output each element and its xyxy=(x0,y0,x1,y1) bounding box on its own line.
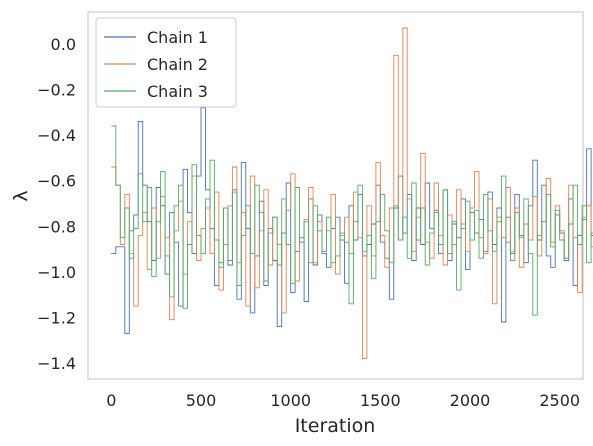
series-line-chain-2 xyxy=(111,27,593,359)
y-axis-ticks: −1.4 −1.2 −1.0 −0.8 −0.6 −0.4 −0.2 0.0 xyxy=(37,35,76,373)
x-tick-label: 2500 xyxy=(539,391,580,410)
legend-label-chain-3: Chain 3 xyxy=(147,82,208,101)
x-axis-ticks: 0 500 1000 1500 2000 2500 xyxy=(106,391,580,410)
x-tick-label: 2000 xyxy=(450,391,491,410)
x-tick-label: 0 xyxy=(106,391,116,410)
y-tick-label: −1.0 xyxy=(37,263,76,282)
y-tick-label: −0.6 xyxy=(37,172,76,191)
x-tick-label: 1500 xyxy=(360,391,401,410)
x-tick-label: 1000 xyxy=(270,391,311,410)
y-tick-label: −1.4 xyxy=(37,354,76,373)
x-tick-label: 500 xyxy=(186,391,217,410)
y-tick-label: −0.4 xyxy=(37,126,76,145)
legend-label-chain-2: Chain 2 xyxy=(147,55,208,74)
series-line-chain-1 xyxy=(111,107,593,334)
y-tick-label: 0.0 xyxy=(51,35,76,54)
legend: Chain 1 Chain 2 Chain 3 xyxy=(95,17,237,108)
y-tick-label: −0.8 xyxy=(37,217,76,236)
y-tick-label: −0.2 xyxy=(37,81,76,100)
y-axis-label: λ xyxy=(10,190,32,201)
series-layer xyxy=(111,27,593,359)
series-line-chain-3 xyxy=(111,125,593,316)
legend-box xyxy=(95,17,237,108)
x-axis-label: Iteration xyxy=(295,415,376,437)
y-tick-label: −1.2 xyxy=(37,309,76,328)
legend-label-chain-1: Chain 1 xyxy=(147,28,208,47)
